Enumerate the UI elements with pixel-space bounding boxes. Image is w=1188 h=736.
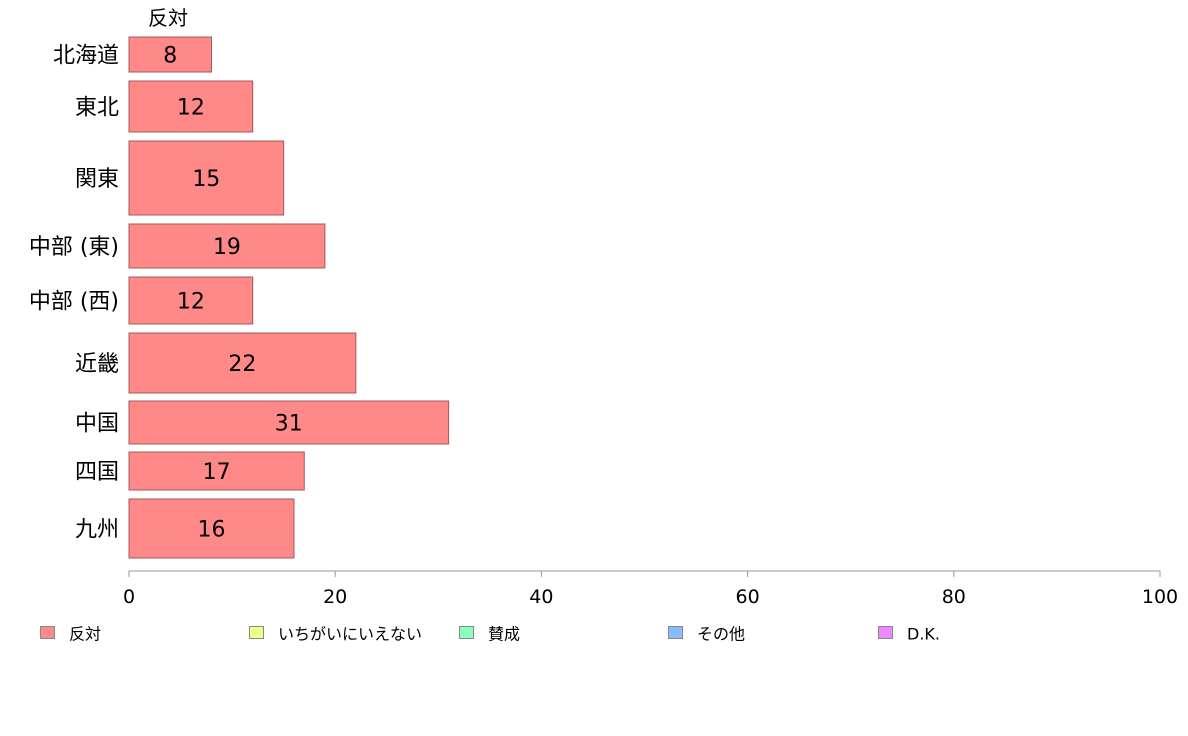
- legend-label: 反対: [69, 624, 102, 644]
- bar-value-label: 15: [192, 167, 220, 192]
- x-tick-label: 40: [529, 586, 553, 608]
- legend-swatch: [40, 626, 55, 639]
- bar-value-label: 22: [228, 352, 256, 377]
- category-label: 四国: [75, 460, 119, 485]
- category-label: 九州: [75, 518, 119, 543]
- legend-item-ichigai: いちがいにいえない: [249, 623, 422, 647]
- bar-value-label: 12: [177, 290, 205, 315]
- bar: [128, 498, 295, 559]
- category-label: 東北: [75, 96, 119, 121]
- bar: [128, 36, 212, 73]
- legend-label: その他: [697, 624, 746, 644]
- x-tick-label: 20: [323, 586, 347, 608]
- category-label: 関東: [75, 167, 119, 192]
- legend-swatch: [249, 626, 264, 639]
- legend-label: いちがいにいえない: [278, 624, 423, 644]
- bar-value-label: 17: [203, 460, 231, 485]
- legend-swatch: [878, 626, 893, 639]
- bar: [128, 451, 305, 491]
- bar: [128, 400, 450, 445]
- category-label: 中部 (東): [29, 235, 119, 260]
- legend-item-dk: D.K.: [878, 623, 940, 647]
- legend-label: 賛成: [488, 624, 521, 644]
- bar-value-label: 16: [197, 518, 225, 543]
- bar-value-label: 31: [275, 412, 303, 437]
- bar: [128, 276, 254, 325]
- bar-value-label: 19: [213, 235, 241, 260]
- bar: [128, 223, 326, 269]
- legend-item-sonota: その他: [668, 623, 745, 647]
- x-tick-label: 100: [1142, 586, 1178, 608]
- column-header: 反対: [148, 6, 188, 30]
- x-axis: 0 20 40 60 80 100: [123, 570, 1178, 608]
- x-tick-label: 60: [736, 586, 760, 608]
- x-tick-label: 0: [123, 586, 135, 608]
- legend-swatch: [668, 626, 683, 639]
- legend-item-sansei: 賛成: [459, 623, 520, 647]
- legend-label: D.K.: [907, 624, 940, 644]
- category-label: 北海道: [53, 44, 119, 69]
- category-label: 近畿: [75, 352, 119, 377]
- bars-group: 8 北海道 12 東北 15 関東 19 中部 (東) 12 中部 (西) 22 近畿 31 中国 17 四国…: [29, 36, 450, 559]
- bar-value-label: 12: [177, 96, 205, 121]
- legend-item-hantai: 反対: [40, 623, 101, 647]
- bar: [128, 80, 254, 133]
- legend: 反対 いちがいにいえない 賛成 その他 D.K.: [0, 623, 1188, 647]
- bar-value-label: 8: [163, 44, 177, 69]
- category-label: 中部 (西): [29, 290, 119, 315]
- x-tick-label: 80: [942, 586, 966, 608]
- category-label: 中国: [75, 412, 119, 437]
- legend-swatch: [459, 626, 474, 639]
- bar: [128, 332, 357, 394]
- bar: [128, 140, 285, 216]
